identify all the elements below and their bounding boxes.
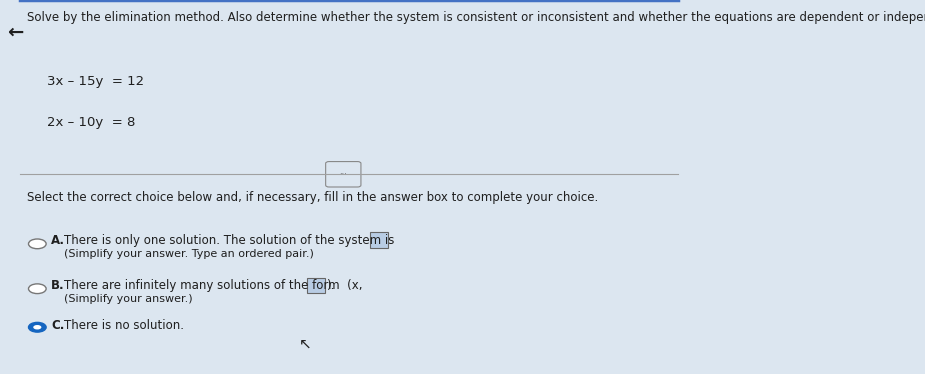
Text: A.: A. (51, 234, 65, 247)
Text: ↖: ↖ (299, 337, 312, 352)
Text: B.: B. (51, 279, 65, 292)
FancyBboxPatch shape (370, 232, 388, 248)
Text: .: . (388, 234, 392, 247)
Text: 2x – 10y  = 8: 2x – 10y = 8 (47, 116, 136, 129)
Text: 3x – 15y  = 12: 3x – 15y = 12 (47, 75, 144, 88)
Text: There is only one solution. The solution of the system is: There is only one solution. The solution… (65, 234, 395, 247)
Text: ···: ··· (339, 170, 347, 179)
FancyBboxPatch shape (307, 278, 325, 293)
Text: ←: ← (6, 22, 23, 42)
Circle shape (29, 239, 46, 249)
Text: (Simplify your answer.): (Simplify your answer.) (65, 294, 193, 304)
Text: Select the correct choice below and, if necessary, fill in the answer box to com: Select the correct choice below and, if … (27, 191, 598, 204)
Text: Solve by the elimination method. Also determine whether the system is consistent: Solve by the elimination method. Also de… (27, 11, 925, 24)
Circle shape (33, 325, 42, 329)
Text: There is no solution.: There is no solution. (65, 319, 184, 332)
Text: (Simplify your answer. Type an ordered pair.): (Simplify your answer. Type an ordered p… (65, 249, 314, 260)
Circle shape (29, 322, 46, 332)
Text: ).: ). (326, 279, 334, 292)
Circle shape (29, 284, 46, 294)
Text: C.: C. (51, 319, 64, 332)
Text: There are infinitely many solutions of the form  (x,: There are infinitely many solutions of t… (65, 279, 363, 292)
FancyBboxPatch shape (326, 162, 361, 187)
